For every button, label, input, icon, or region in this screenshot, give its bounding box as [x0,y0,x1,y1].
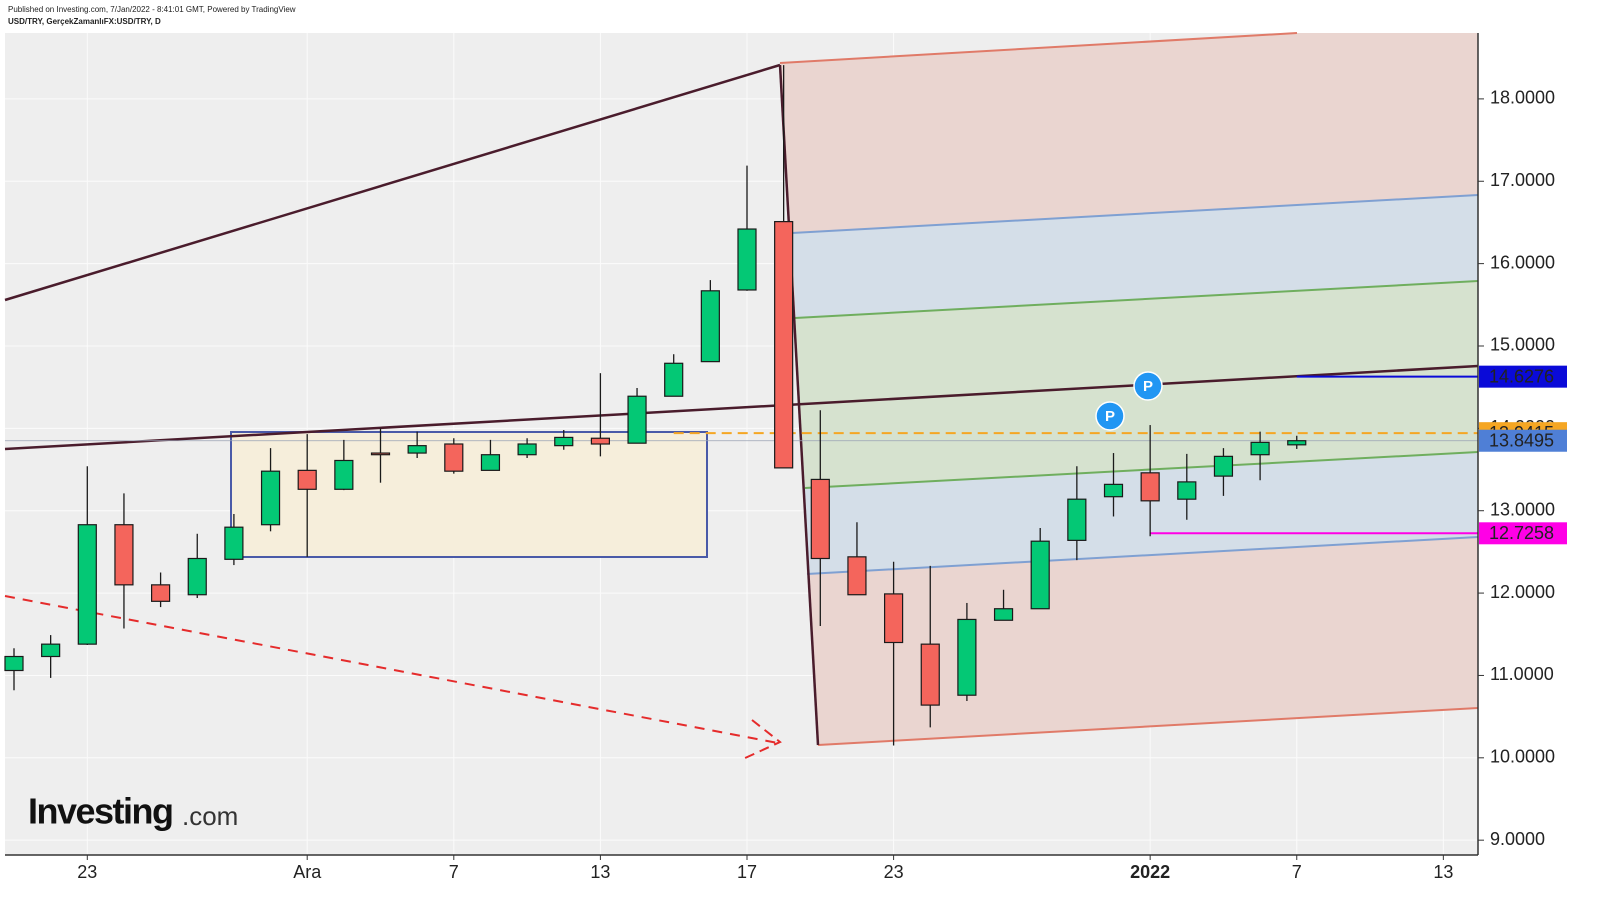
y-tick-label: 12.0000 [1490,582,1555,602]
pivot-marker [1095,401,1125,431]
x-tick-label: 23 [77,862,97,882]
candle-body [1030,540,1050,610]
median-line [4,364,1479,451]
price-label: 13.8495 [1489,430,1554,450]
x-tick-label: 2022 [1130,862,1170,882]
y-tick-label: 11.0000 [1490,664,1554,684]
pivot-marker-label: P [1105,408,1115,425]
candle-body [1213,455,1234,477]
price-label-box [1479,429,1567,452]
candle-body [41,643,61,658]
pivot-marker-label: P [1143,378,1153,395]
candle-body [480,454,501,471]
candle-body [737,228,757,291]
x-tick-label: 7 [1292,862,1302,882]
candles: PP [4,65,1307,746]
candle-body [187,557,207,596]
range-box [230,431,708,558]
price-label: 12.7258 [1489,523,1554,543]
candle-body [370,452,391,456]
candle-body [260,470,281,526]
logo-domain: .com [182,801,238,831]
y-tick-label: 10.0000 [1490,747,1555,767]
candle-body [993,608,1014,621]
candle-body [1067,498,1087,541]
pitchfork-line [817,707,1479,746]
candle-body [151,584,171,602]
pitchfork-line [804,451,1479,489]
candle-body [700,290,720,363]
candle-body [554,436,574,447]
candle-body [1287,440,1307,446]
dashed-arrow [4,595,779,744]
x-tick-label: 17 [737,862,757,882]
pitchfork-line [779,32,1298,64]
x-tick-label: 13 [1433,862,1453,882]
x-tick-label: 13 [590,862,610,882]
candle-body [334,459,354,490]
candle-body [4,655,24,672]
logo: Investing [28,791,173,832]
symbol-title: USD/TRY, GerçekZamanlıFX:USD/TRY, D [8,17,161,26]
y-tick-label: 17.0000 [1490,170,1555,190]
candle-body [664,362,684,397]
candle-body [810,478,830,560]
y-tick-label: 16.0000 [1490,252,1555,272]
candle-body [297,469,317,490]
y-tick-label: 9.0000 [1490,829,1545,849]
candle-body [920,643,940,706]
candle-body [774,221,794,469]
published-note: Published on Investing.com, 7/Jan/2022 -… [8,5,296,14]
x-tick-label: 23 [884,862,904,882]
y-tick-label: 13.0000 [1490,499,1555,519]
candle-body [1103,483,1124,498]
y-tick-label: 18.0000 [1490,88,1555,108]
candle-body [1250,441,1270,456]
price-label: 14.6276 [1489,366,1554,386]
candle-body [77,524,97,645]
candle-body [627,395,647,444]
candle-body [883,593,904,644]
candle-body [444,443,464,472]
candle-body [847,556,867,596]
candle-body [590,437,611,445]
candle-body [1177,481,1197,500]
candle-body [114,524,134,586]
arrow-head [742,719,782,760]
trend-line [4,63,781,302]
candle-body [407,445,427,454]
x-tick-label: Ara [293,862,322,882]
pitchfork-line [794,280,1479,319]
levels [5,375,1478,535]
price-label-box [1479,365,1567,388]
candle-body [224,526,244,560]
candle-body [517,443,537,456]
pitchfork-line [806,536,1479,575]
axes: 9.000010.000011.000012.000013.000014.000… [77,88,1567,882]
pivot-marker [1133,371,1163,401]
x-tick-label: 7 [449,862,459,882]
pitchfork-line [791,194,1479,234]
candle-body [957,618,977,696]
candle-body [1140,472,1160,502]
price-label-box [1479,522,1567,545]
y-tick-label: 15.0000 [1490,335,1555,355]
